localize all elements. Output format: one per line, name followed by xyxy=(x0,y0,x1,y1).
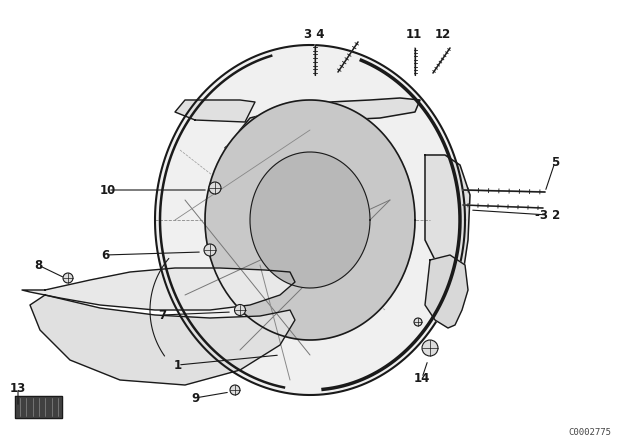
Text: 14: 14 xyxy=(414,371,430,384)
Circle shape xyxy=(204,244,216,256)
Text: 1: 1 xyxy=(174,358,182,371)
Polygon shape xyxy=(425,255,468,328)
Circle shape xyxy=(414,318,422,326)
Text: 12: 12 xyxy=(435,27,451,40)
Text: 3 4: 3 4 xyxy=(304,27,324,40)
Polygon shape xyxy=(250,152,370,288)
Polygon shape xyxy=(425,155,470,305)
Polygon shape xyxy=(22,268,295,310)
Text: -3 2: -3 2 xyxy=(536,208,561,221)
Circle shape xyxy=(422,340,438,356)
Polygon shape xyxy=(205,100,415,340)
Polygon shape xyxy=(175,100,255,122)
Text: 8: 8 xyxy=(34,258,42,271)
Circle shape xyxy=(209,182,221,194)
Text: 6: 6 xyxy=(101,249,109,262)
Circle shape xyxy=(63,273,73,283)
Text: 13: 13 xyxy=(10,382,26,395)
Polygon shape xyxy=(155,45,465,395)
Circle shape xyxy=(234,305,246,315)
Polygon shape xyxy=(225,98,420,148)
Text: 5: 5 xyxy=(551,155,559,168)
Text: 10: 10 xyxy=(100,184,116,197)
Text: C0002775: C0002775 xyxy=(568,427,611,436)
Text: 9: 9 xyxy=(191,392,199,405)
Polygon shape xyxy=(15,396,62,418)
Text: 11: 11 xyxy=(406,27,422,40)
Circle shape xyxy=(230,385,240,395)
Polygon shape xyxy=(30,295,295,385)
Text: 7: 7 xyxy=(158,309,166,322)
